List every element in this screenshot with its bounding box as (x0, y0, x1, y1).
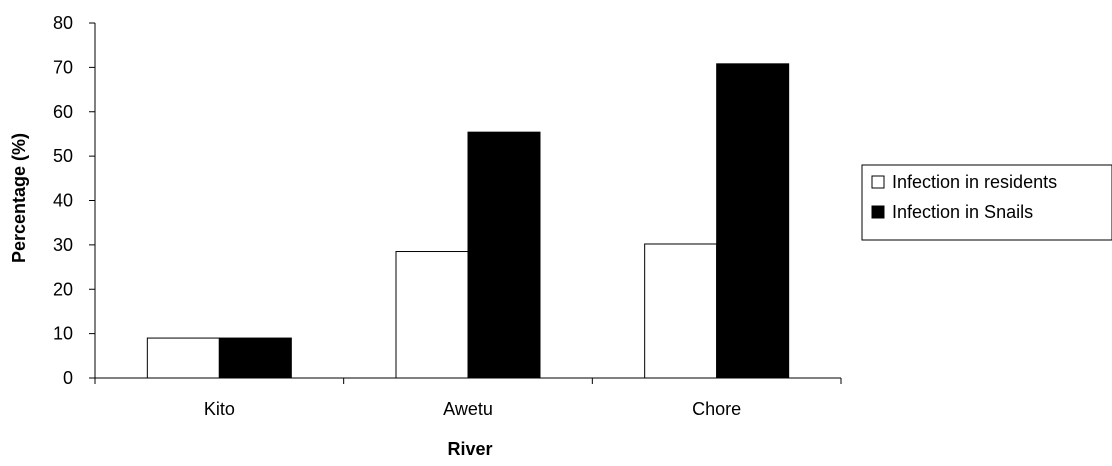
y-tick-label: 20 (53, 279, 73, 299)
x-axis-title: River (447, 439, 492, 459)
y-tick-label: 50 (53, 146, 73, 166)
bar-infection-in-residents-chore (644, 243, 718, 379)
x-tick-label: Kito (204, 399, 235, 419)
y-tick-label: 30 (53, 235, 73, 255)
y-tick-label: 70 (53, 57, 73, 77)
x-tick-label: Chore (692, 399, 741, 419)
legend-swatch (871, 175, 885, 189)
bar-infection-in-residents-kito (146, 337, 220, 379)
y-tick-label: 0 (63, 368, 73, 388)
legend: Infection in residents Infection in Snail… (861, 164, 1112, 241)
legend-label: Infection in residents (892, 172, 1057, 192)
legend-label: Infection in Snails (892, 202, 1033, 222)
y-axis-title: Percentage (%) (9, 133, 29, 263)
legend-box (861, 164, 1112, 241)
y-tick-label: 80 (53, 13, 73, 33)
bar-infection-in-snails-awetu (467, 131, 541, 379)
bar-infection-in-residents-awetu (395, 251, 469, 379)
legend-swatch (871, 205, 885, 219)
bar-infection-in-snails-kito (218, 337, 292, 379)
bar-infection-in-snails-chore (716, 63, 790, 379)
x-tick-label: Awetu (443, 399, 493, 419)
y-tick-label: 10 (53, 324, 73, 344)
plot-area: 0 10 20 30 40 50 60 70 80 Kito Awetu Chore (53, 13, 842, 419)
y-tick-label: 40 (53, 191, 73, 211)
y-tick-label: 60 (53, 102, 73, 122)
